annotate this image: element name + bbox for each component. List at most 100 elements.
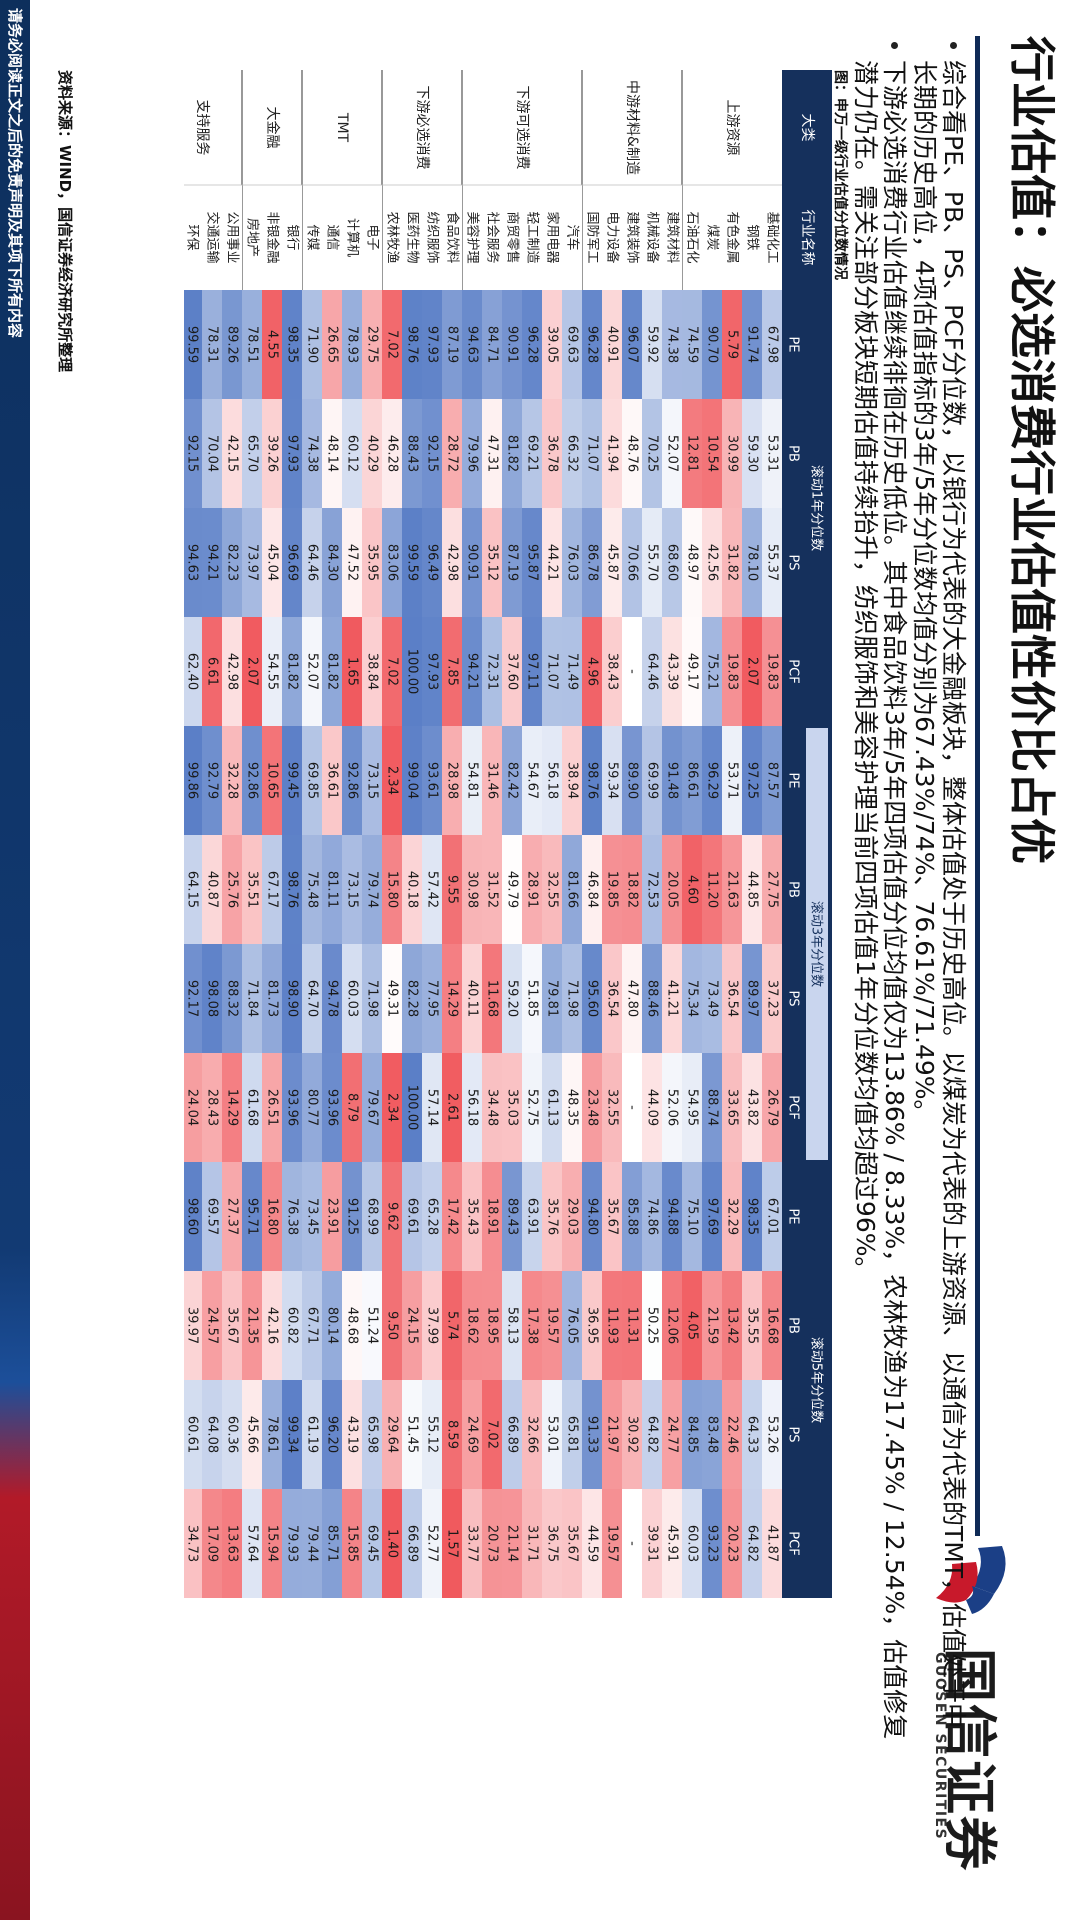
heat-cell bbox=[201, 835, 222, 945]
heat-cell bbox=[761, 1489, 782, 1598]
heat-cell bbox=[741, 508, 762, 618]
heat-value: 28.43 bbox=[205, 1089, 220, 1126]
heat-cell bbox=[361, 944, 382, 1054]
heat-value: 16.80 bbox=[265, 1198, 280, 1235]
heat-cell bbox=[761, 1380, 782, 1490]
heat-value: 91.25 bbox=[345, 1198, 360, 1235]
heat-value: 65.70 bbox=[245, 435, 260, 472]
heat-cell bbox=[701, 835, 722, 945]
heat-value: 8.79 bbox=[345, 1093, 360, 1122]
heat-cell bbox=[441, 1380, 462, 1490]
industry-label: 公用事业 bbox=[225, 211, 240, 263]
heat-value: 32.29 bbox=[725, 1198, 740, 1235]
heat-cell bbox=[281, 617, 302, 727]
industry-label: 银行 bbox=[285, 224, 300, 250]
heat-cell bbox=[281, 399, 302, 509]
heat-cell bbox=[184, 290, 202, 400]
heat-value: 63.91 bbox=[525, 1198, 540, 1235]
heat-cell bbox=[581, 290, 602, 400]
heat-value: 65.81 bbox=[565, 1416, 580, 1453]
heat-value: 32.55 bbox=[605, 1089, 620, 1126]
heat-value: 29.03 bbox=[565, 1198, 580, 1235]
heat-cell bbox=[261, 1053, 282, 1163]
heat-cell bbox=[541, 835, 562, 945]
heat-value: 21.35 bbox=[245, 1307, 260, 1344]
heat-value: 19.83 bbox=[725, 653, 740, 690]
heat-value: 36.78 bbox=[545, 435, 560, 472]
heat-value: 27.75 bbox=[765, 871, 780, 908]
heat-value: 26.65 bbox=[325, 326, 340, 363]
heat-value: 88.46 bbox=[645, 980, 660, 1017]
heat-value: 64.82 bbox=[645, 1416, 660, 1453]
industry-cell-bg bbox=[442, 185, 462, 290]
heat-value: 89.26 bbox=[225, 326, 240, 363]
heat-cell bbox=[721, 1271, 742, 1381]
heat-cell bbox=[421, 399, 442, 509]
heat-value: 32.28 bbox=[225, 762, 240, 799]
heat-value: 94.80 bbox=[585, 1198, 600, 1235]
industry-cell-bg bbox=[722, 185, 742, 290]
heat-cell bbox=[521, 399, 542, 509]
heat-cell bbox=[741, 399, 762, 509]
heat-cell bbox=[281, 726, 302, 836]
heat-cell bbox=[261, 1489, 282, 1598]
heat-cell bbox=[601, 508, 622, 618]
heat-value: 65.98 bbox=[365, 1416, 380, 1453]
heat-cell bbox=[561, 1053, 582, 1163]
metric-header: PB bbox=[786, 445, 801, 462]
heat-value: 65.28 bbox=[425, 1198, 440, 1235]
heat-value: 14.29 bbox=[225, 1089, 240, 1126]
heat-value: 52.06 bbox=[665, 1089, 680, 1126]
heat-cell bbox=[761, 1162, 782, 1272]
industry-label: 环保 bbox=[185, 224, 200, 250]
heat-cell bbox=[741, 1162, 762, 1272]
heat-value: 79.93 bbox=[285, 1525, 300, 1562]
heat-value: 26.79 bbox=[765, 1089, 780, 1126]
heat-cell bbox=[381, 944, 402, 1054]
heat-cell bbox=[561, 1380, 582, 1490]
heat-value: 75.21 bbox=[705, 653, 720, 690]
heat-cell bbox=[421, 1053, 442, 1163]
industry-label: 轻工制造 bbox=[525, 211, 540, 263]
heat-cell bbox=[201, 1489, 222, 1598]
industry-cell-bg bbox=[682, 185, 702, 290]
heat-cell bbox=[201, 508, 222, 618]
heat-value: 88.32 bbox=[225, 980, 240, 1017]
heat-cell bbox=[521, 290, 542, 400]
heat-value: 89.97 bbox=[745, 980, 760, 1017]
heat-cell bbox=[601, 617, 622, 727]
heat-value: 2.34 bbox=[385, 766, 400, 795]
heat-value: 79.44 bbox=[305, 1525, 320, 1562]
heat-value: 19.57 bbox=[605, 1525, 620, 1562]
heat-cell bbox=[361, 1271, 382, 1381]
heat-cell bbox=[184, 1380, 202, 1490]
heat-cell bbox=[581, 1380, 602, 1490]
heat-cell bbox=[241, 1271, 262, 1381]
heat-cell bbox=[301, 1162, 322, 1272]
heat-value: 42.98 bbox=[445, 544, 460, 581]
heat-cell bbox=[481, 835, 502, 945]
heat-value: 45.87 bbox=[605, 544, 620, 581]
heat-cell bbox=[261, 399, 282, 509]
heat-cell bbox=[401, 944, 422, 1054]
bullet-2: 下游必选消费行业估值继续徘徊在历史低位。其中食品饮料3年/5年四项估值分位均值仅… bbox=[851, 40, 909, 1740]
heat-value: 98.60 bbox=[185, 1198, 200, 1235]
heat-cell bbox=[341, 508, 362, 618]
heat-cell bbox=[721, 508, 742, 618]
heat-value: 20.73 bbox=[485, 1525, 500, 1562]
heat-value: 53.71 bbox=[725, 762, 740, 799]
heat-cell bbox=[661, 508, 682, 618]
industry-cell-bg bbox=[262, 185, 282, 290]
heat-value: 57.14 bbox=[425, 1089, 440, 1126]
title-rule bbox=[975, 36, 980, 1536]
heat-value: 30.92 bbox=[625, 1416, 640, 1453]
heat-value: 71.07 bbox=[545, 653, 560, 690]
heat-cell bbox=[341, 1380, 362, 1490]
heat-cell bbox=[281, 1489, 302, 1598]
heat-value: 7.02 bbox=[485, 1420, 500, 1449]
heat-value: 43.39 bbox=[665, 653, 680, 690]
heat-cell bbox=[741, 726, 762, 836]
heat-cell bbox=[301, 1380, 322, 1490]
heat-cell bbox=[301, 1271, 322, 1381]
